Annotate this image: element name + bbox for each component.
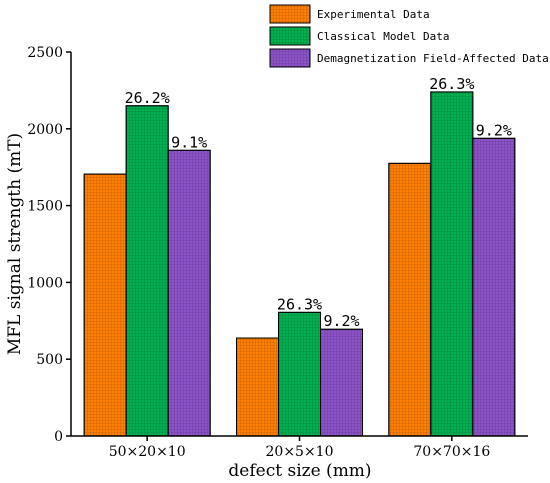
y-ticks-layer: 0 500 1000 1500 2000 2500: [27, 45, 71, 445]
legend-label: Experimental Data: [317, 8, 430, 21]
bar-data-label: 26.2%: [125, 89, 170, 107]
bar-texture: [278, 311, 321, 437]
bar-data-label: 9.2%: [323, 312, 359, 330]
bar-texture: [320, 328, 363, 437]
y-tick-label: 500: [36, 352, 63, 368]
x-axis-title: defect size (mm): [228, 461, 371, 481]
legend: Experimental Data Classical Model Data Dem…: [269, 4, 549, 68]
bar-data-label: 9.2%: [476, 121, 512, 139]
x-tick-label: 70×70×16: [413, 444, 490, 460]
legend-label: Demagnetization Field-Affected Data: [317, 52, 549, 65]
y-tick-label: 1000: [27, 275, 63, 291]
bar-data-label: 26.3%: [277, 295, 322, 313]
legend-swatch-texture: [269, 4, 311, 24]
bars-layer: [83, 91, 516, 437]
y-tick-label: 2500: [27, 45, 63, 61]
y-tick-label: 1500: [27, 199, 63, 215]
bar-texture: [125, 105, 169, 437]
x-tick-label: 50×20×10: [109, 444, 186, 460]
legend-label: Classical Model Data: [317, 30, 449, 43]
bar-texture: [430, 91, 474, 437]
bar-texture: [167, 149, 211, 437]
bar-texture: [236, 337, 279, 437]
bar-data-label: 9.1%: [171, 133, 207, 151]
bar-texture: [472, 137, 516, 437]
legend-swatch-texture: [269, 48, 311, 68]
x-ticks-layer: 50×20×10 20×5×10 70×70×16: [109, 436, 490, 460]
bar-texture: [388, 162, 432, 437]
bar-labels-layer: 26.2%9.1%26.3%9.2%26.3%9.2%: [125, 75, 512, 330]
y-tick-label: 0: [54, 429, 63, 445]
legend-swatch-texture: [269, 26, 311, 46]
bar-data-label: 26.3%: [429, 75, 474, 93]
y-axis-title: MFL signal strength (mT): [5, 133, 25, 355]
x-tick-label: 20×5×10: [266, 444, 334, 460]
bar-texture: [83, 173, 127, 437]
y-tick-label: 2000: [27, 122, 63, 138]
